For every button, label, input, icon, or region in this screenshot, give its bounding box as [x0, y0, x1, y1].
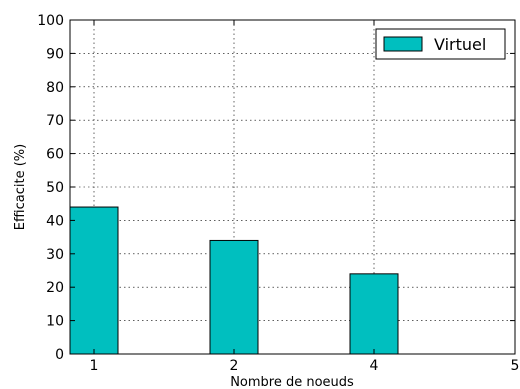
bar [69, 206, 119, 355]
legend-label: Virtuel [434, 35, 486, 54]
axis-ticks: 0 10 20 30 40 50 60 70 80 90 100 1 2 4 5 [37, 13, 519, 374]
legend: Virtuel [375, 28, 506, 60]
y-tick-label: 100 [37, 13, 64, 29]
x-tick-label: 4 [370, 358, 379, 374]
y-tick-label: 40 [46, 213, 64, 229]
x-axis-label: Nombre de noeuds [230, 375, 354, 389]
y-tick-label: 70 [46, 113, 64, 129]
x-tick-label: 5 [511, 358, 520, 374]
bar [209, 239, 259, 355]
y-tick-label: 20 [46, 280, 64, 296]
y-tick-label: 60 [46, 147, 64, 163]
y-tick-label: 90 [46, 46, 64, 62]
bar [349, 273, 399, 355]
y-tick-label: 50 [46, 180, 64, 196]
x-tick-label: 2 [230, 358, 239, 374]
grid-lines [70, 20, 515, 354]
y-tick-label: 0 [55, 347, 64, 363]
x-tick-label: 1 [90, 358, 99, 374]
y-axis-label: Efficacite (%) [13, 144, 28, 230]
bars [69, 206, 399, 355]
y-tick-label: 30 [46, 247, 64, 263]
legend-swatch [383, 36, 423, 52]
y-tick-label: 10 [46, 314, 64, 330]
y-tick-label: 80 [46, 80, 64, 96]
